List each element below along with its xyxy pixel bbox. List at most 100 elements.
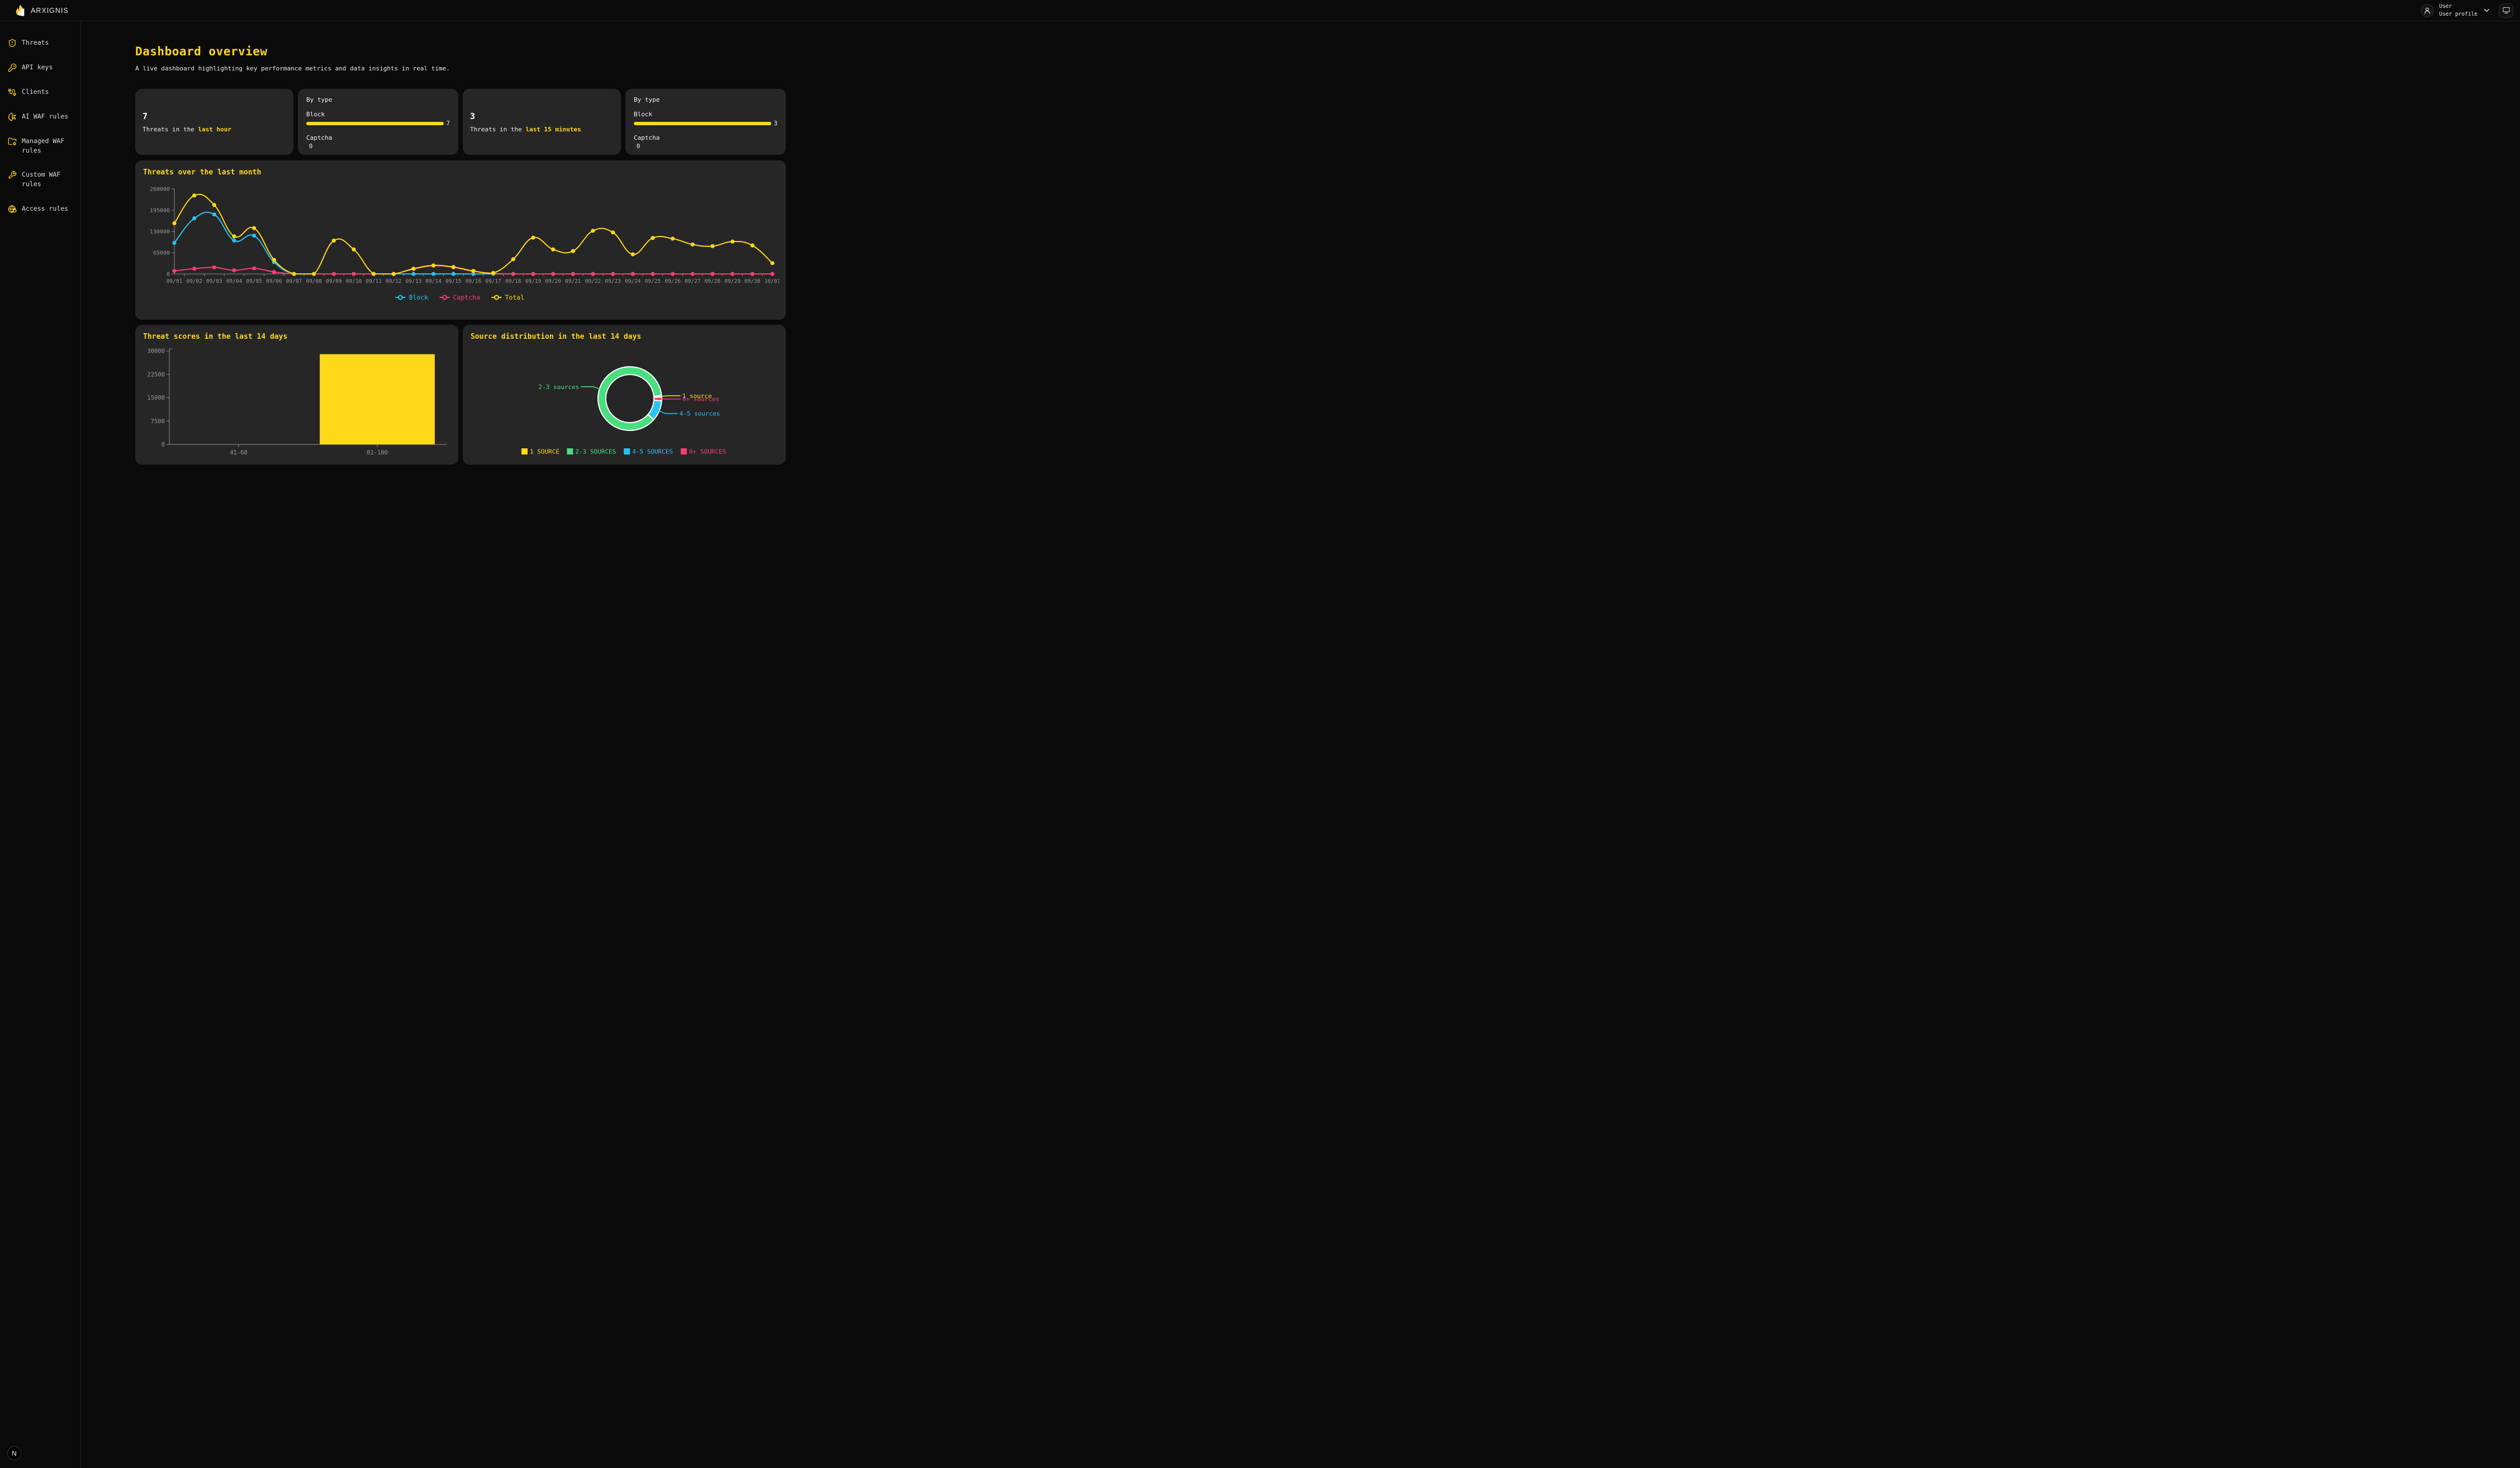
folder-cog-icon — [8, 138, 17, 146]
bar-chart-title: Threat scores in the last 14 days — [143, 333, 288, 341]
sidebar-item-managed-waf-rules[interactable]: Managed WAF rules — [8, 136, 75, 155]
by-type-card-2: By type Block 3 Captcha 0 — [625, 89, 786, 155]
stat-cards-row: 7 Threats in the last hour By type Block… — [135, 89, 786, 155]
stat-label-prefix: Threats in the — [143, 125, 198, 133]
block-label: Block — [634, 111, 653, 118]
svg-text:09/22: 09/22 — [585, 278, 601, 285]
nextjs-dev-badge[interactable]: N — [7, 1446, 21, 1460]
svg-text:09/29: 09/29 — [724, 278, 741, 285]
svg-text:09/19: 09/19 — [525, 278, 542, 285]
brain-circuit-icon — [8, 112, 16, 121]
monitor-icon — [2502, 7, 2510, 14]
svg-text:09/30: 09/30 — [744, 278, 761, 285]
donut-chart-title: Source distribution in the last 14 days — [471, 333, 642, 341]
svg-text:2-3 SOURCES: 2-3 SOURCES — [575, 448, 616, 456]
sidebar-item-threats[interactable]: Threats — [8, 38, 75, 48]
shield-alert-icon — [9, 39, 16, 48]
block-label: Block — [306, 111, 325, 118]
svg-text:09/17: 09/17 — [485, 278, 501, 285]
svg-text:09/23: 09/23 — [605, 278, 621, 285]
captcha-label: Captcha — [634, 134, 660, 141]
sidebar: Threats API keys Clients AI WAF rules Ma… — [0, 21, 81, 1468]
svg-text:09/09: 09/09 — [326, 278, 342, 285]
svg-text:15000: 15000 — [147, 395, 165, 401]
svg-text:09/07: 09/07 — [286, 278, 302, 285]
legend-item-2-3-sources[interactable]: 2-3 SOURCES — [567, 448, 616, 456]
svg-text:41-60: 41-60 — [230, 449, 248, 456]
svg-text:30000: 30000 — [147, 348, 165, 355]
sidebar-item-api-keys[interactable]: API keys — [8, 63, 75, 72]
by-type-card-1: By type Block 7 Captcha 0 — [298, 89, 458, 155]
svg-text:09/02: 09/02 — [186, 278, 202, 285]
svg-text:09/16: 09/16 — [466, 278, 482, 285]
sidebar-item-label: AI WAF rules — [22, 112, 69, 120]
threat-scores-panel: Threat scores in the last 14 days 0 7500 1… — [135, 325, 458, 465]
sidebar-item-custom-waf-rules[interactable]: Custom WAF rules — [8, 170, 75, 188]
line-chart-svg: 0 65000 130000 195000 260000 09/01 09/02 09/03 0… — [150, 187, 779, 302]
svg-text:7500: 7500 — [151, 418, 165, 425]
user-name: User — [2439, 3, 2452, 10]
svg-text:Total: Total — [505, 293, 525, 301]
slice-label: 1 source — [682, 392, 712, 400]
captcha-label: Captcha — [306, 134, 333, 141]
bar-81-100 — [320, 354, 435, 444]
threats-over-month-panel: Threats over the last month 0 65000 130000… — [135, 160, 786, 320]
legend-item-4-5-sources[interactable]: 4-5 SOURCES — [624, 448, 673, 456]
stat-label-prefix: Threats in the — [470, 125, 526, 133]
svg-text:6+ SOURCES: 6+ SOURCES — [689, 448, 726, 456]
svg-text:09/24: 09/24 — [625, 278, 641, 285]
legend-item-captcha[interactable]: Captcha — [439, 293, 480, 301]
block-value: 7 — [446, 120, 450, 127]
legend-item-total[interactable]: Total — [491, 293, 525, 301]
svg-text:09/25: 09/25 — [645, 278, 661, 285]
display-mode-button[interactable] — [2499, 3, 2513, 18]
chevron-down-icon[interactable] — [2483, 6, 2491, 15]
svg-text:09/28: 09/28 — [705, 278, 721, 285]
svg-text:Block: Block — [409, 293, 429, 301]
svg-text:81-100: 81-100 — [367, 449, 388, 456]
stat-card-last-15-minutes: 3 Threats in the last 15 minutes — [463, 89, 621, 155]
by-type-title: By type — [306, 96, 333, 103]
stat-label-highlight: last 15 minutes — [525, 125, 581, 133]
svg-text:09/01: 09/01 — [167, 278, 183, 285]
user-menu[interactable]: User User profile — [2421, 3, 2491, 18]
svg-text:130000: 130000 — [150, 229, 170, 235]
svg-text:4-5 SOURCES: 4-5 SOURCES — [632, 448, 673, 456]
legend-item-6+-sources[interactable]: 6+ SOURCES — [681, 448, 726, 456]
stat-label: Threats in the last 15 minutes — [470, 126, 614, 133]
series-total-line — [174, 193, 773, 274]
stat-label: Threats in the last hour — [143, 126, 286, 133]
svg-text:1 SOURCE: 1 SOURCE — [530, 448, 559, 456]
svg-text:09/03: 09/03 — [206, 278, 222, 285]
main-content: Dashboard overview A live dashboard high… — [81, 21, 840, 465]
bar-chart-svg: 0 7500 15000 22500 30000 41-60 81-100 — [147, 348, 447, 456]
stat-label-highlight: last hour — [198, 125, 231, 133]
legend-item-1-source[interactable]: 1 SOURCE — [521, 448, 559, 456]
sidebar-item-label: Custom WAF rules — [22, 171, 61, 188]
sidebar-item-ai-waf-rules[interactable]: AI WAF rules — [8, 112, 75, 121]
svg-text:0: 0 — [167, 272, 170, 278]
sidebar-item-label: Managed WAF rules — [22, 137, 65, 154]
svg-text:09/12: 09/12 — [386, 278, 402, 285]
key-icon — [8, 63, 17, 72]
svg-text:10/01: 10/01 — [765, 278, 779, 285]
page-subtitle: A live dashboard highlighting key perfor… — [135, 65, 450, 72]
svg-text:260000: 260000 — [150, 187, 170, 193]
source-distribution-panel: Source distribution in the last 14 days … — [463, 325, 786, 465]
sidebar-item-label: API keys — [22, 63, 53, 71]
sidebar-item-label: Clients — [22, 88, 49, 96]
brand[interactable]: ARXIGNIS — [13, 4, 69, 17]
line-chart-title: Threats over the last month — [143, 168, 262, 177]
sidebar-item-access-rules[interactable]: Access rules — [8, 204, 75, 214]
stat-value: 3 — [470, 111, 476, 121]
sidebar-item-label: Access rules — [22, 204, 69, 212]
stat-card-last-hour: 7 Threats in the last hour — [135, 89, 293, 155]
legend-item-block[interactable]: Block — [395, 293, 429, 301]
svg-text:09/08: 09/08 — [306, 278, 322, 285]
slice-label: 6+ sources — [682, 396, 719, 403]
slice-2-3-sources[interactable] — [597, 366, 662, 431]
svg-text:09/20: 09/20 — [545, 278, 561, 285]
captcha-value: 0 — [637, 143, 640, 150]
sidebar-item-clients[interactable]: Clients — [8, 87, 75, 97]
